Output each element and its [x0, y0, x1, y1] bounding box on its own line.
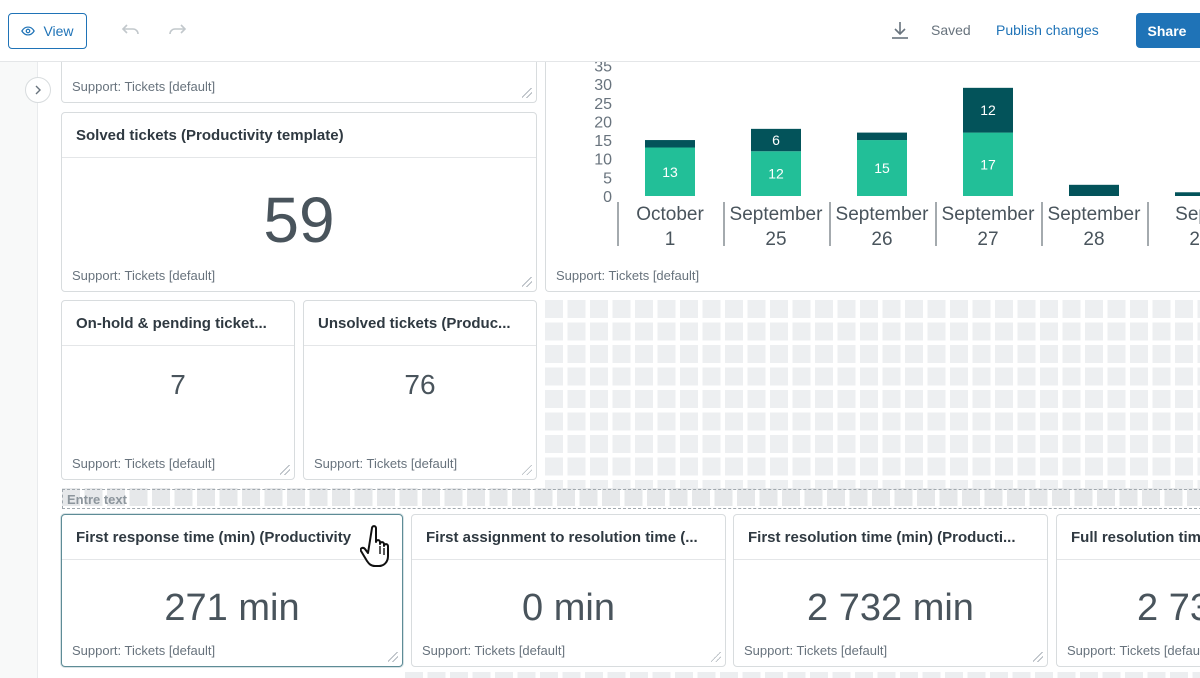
widget-title: First assignment to resolution time (... — [412, 515, 725, 560]
bar-segment — [963, 87, 1013, 133]
download-icon[interactable] — [889, 19, 911, 41]
bar-segment — [1175, 192, 1200, 196]
resize-handle-icon[interactable] — [388, 652, 398, 662]
x-tick-label: October — [636, 204, 704, 225]
view-label: View — [43, 23, 74, 39]
metric-value: 2 732 min — [807, 587, 974, 629]
bar-data-label: 12 — [768, 166, 784, 182]
x-tick-label: 26 — [871, 229, 892, 250]
y-tick-label: 25 — [594, 96, 612, 113]
metric-value: 7 — [170, 369, 186, 400]
x-tick-label: 29 — [1189, 229, 1200, 250]
y-tick-label: 0 — [603, 189, 612, 206]
bar-data-label: 13 — [662, 164, 678, 180]
widget-title: Solved tickets (Productivity template) — [62, 113, 536, 158]
resize-handle-icon[interactable] — [522, 277, 532, 287]
stacked-bar-chart: 0510152025303513October1126September2515… — [594, 58, 1200, 250]
metric-value: 76 — [404, 369, 436, 400]
widget-onhold-pending[interactable]: On-hold & pending ticket... 7 Support: T… — [61, 300, 295, 480]
widget-solved-tickets[interactable]: Solved tickets (Productivity template) 5… — [61, 112, 537, 292]
widget-unsolved-tickets[interactable]: Unsolved tickets (Produc... 76 Support: … — [303, 300, 537, 480]
y-tick-label: 35 — [594, 58, 612, 75]
widget-first-resolution-time[interactable]: First resolution time (min) (Producti...… — [733, 514, 1048, 667]
y-tick-label: 30 — [594, 77, 612, 94]
grid-gaps — [545, 300, 1200, 490]
widget-title: Full resolution tim — [1057, 515, 1200, 560]
widget-title: First resolution time (min) (Producti... — [734, 515, 1047, 560]
y-tick-label: 10 — [594, 152, 612, 169]
eye-icon — [21, 26, 36, 36]
resize-handle-icon[interactable] — [711, 652, 721, 662]
chevron-right-icon — [35, 85, 41, 95]
widget-full-resolution-time[interactable]: Full resolution tim 2 73 Support: Ticket… — [1056, 514, 1200, 667]
bar-segment — [857, 132, 907, 141]
bar-segment — [1069, 184, 1119, 196]
expand-sidebar-button[interactable] — [25, 77, 51, 103]
left-gutter — [0, 62, 38, 678]
bar-data-label: 17 — [980, 156, 996, 172]
widget-footer: Support: Tickets [default] — [72, 268, 216, 283]
metric-value: 0 min — [522, 587, 615, 629]
widget-footer: Support: Tickets [default] — [744, 643, 888, 658]
view-button[interactable]: View — [8, 13, 87, 49]
x-tick-label: September — [836, 204, 930, 225]
x-tick-label: September — [1048, 204, 1142, 225]
y-tick-label: 5 — [603, 170, 612, 187]
bar-segment — [645, 147, 695, 196]
bar-segment — [751, 151, 801, 196]
widget-bar-chart[interactable]: 0 5 10 15 20 25 30 35 13 October 1 12 6 September 25 15… — [545, 50, 1200, 292]
widget-footer: Support: Tickets [default] — [314, 456, 458, 471]
resize-handle-icon[interactable] — [522, 465, 532, 475]
saved-status: Saved — [931, 22, 971, 38]
widget-title: Unsolved tickets (Produc... — [304, 301, 536, 346]
resize-handle-icon[interactable] — [280, 465, 290, 475]
metric-value: 59 — [263, 184, 335, 256]
bar-segment — [857, 140, 907, 196]
widget-footer: Support: Tickets [default] — [72, 79, 216, 94]
widget-footer: Support: Tickets [default] — [556, 268, 700, 283]
bar-segment — [751, 128, 801, 152]
bar-segment — [963, 132, 1013, 196]
metric-value: 2 73 — [1137, 587, 1200, 629]
widget-first-response-time[interactable]: First response time (min) (Productivity … — [61, 514, 403, 667]
widget-first-assignment-resolution[interactable]: First assignment to resolution time (...… — [411, 514, 726, 667]
widget-footer: Support: Tickets [default] — [422, 643, 566, 658]
x-tick-label: September — [730, 204, 824, 225]
publish-changes-link[interactable]: Publish changes — [996, 22, 1099, 38]
grid-row-strip — [62, 488, 1200, 506]
text-widget-label: Entre text — [67, 492, 127, 507]
bar-data-label: 15 — [874, 160, 890, 176]
share-button[interactable]: Share — [1136, 13, 1198, 48]
widget-title: First response time (min) (Productivity — [62, 515, 402, 560]
metric-value: 271 min — [164, 587, 300, 629]
x-tick-label: Septe — [1175, 204, 1200, 225]
redo-icon[interactable] — [166, 20, 188, 40]
x-tick-label: September — [942, 204, 1036, 225]
text-widget-placeholder[interactable]: Entre text — [62, 489, 1200, 509]
bar-data-label: 6 — [772, 132, 780, 148]
bar-data-label: 12 — [980, 102, 996, 118]
top-toolbar: View Saved Publish changes Share — [0, 0, 1200, 62]
bar-segment — [645, 140, 695, 148]
grid-bottom-strip — [405, 672, 1200, 678]
y-tick-label: 15 — [594, 133, 612, 150]
y-tick-label: 20 — [594, 114, 612, 131]
widget-footer: Support: Tickets [default] — [72, 456, 216, 471]
x-tick-label: 28 — [1083, 229, 1104, 250]
resize-handle-icon[interactable] — [1033, 652, 1043, 662]
resize-handle-icon[interactable] — [522, 88, 532, 98]
widget-footer: Support: Tickets [default] — [72, 643, 216, 658]
widget-footer: Support: Tickets [default] — [1067, 643, 1200, 658]
share-dropdown-edge[interactable] — [1198, 13, 1200, 48]
x-tick-label: 25 — [765, 229, 786, 250]
widget-title: On-hold & pending ticket... — [62, 301, 294, 346]
x-tick-label: 27 — [977, 229, 998, 250]
hand-cursor-icon — [360, 525, 389, 567]
x-tick-label: 1 — [665, 229, 676, 250]
undo-icon[interactable] — [120, 20, 142, 40]
